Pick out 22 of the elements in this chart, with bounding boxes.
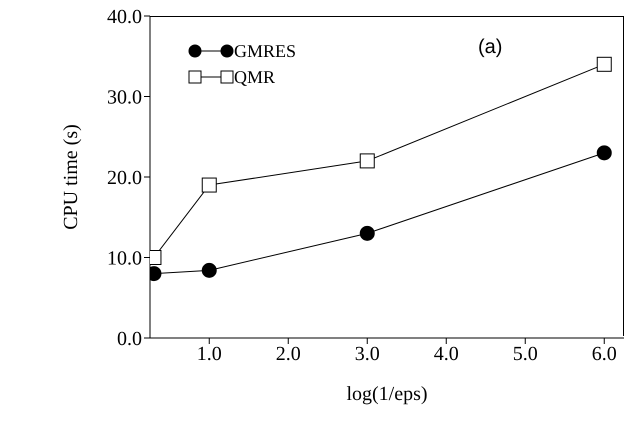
y-tick-label: 0.0 (117, 328, 142, 350)
x-tick-label: 4.0 (434, 343, 459, 366)
y-tick-label: 30.0 (107, 86, 142, 109)
y-tick-label: 40.0 (107, 6, 142, 28)
x-tick-label: 6.0 (592, 343, 617, 366)
legend-label: QMR (234, 66, 276, 88)
legend-label: GMRES (234, 40, 296, 62)
annotation: (a) (478, 36, 502, 59)
x-axis-title: log(1/eps) (346, 383, 428, 405)
point (360, 153, 375, 168)
x-tick-label: 5.0 (512, 343, 538, 366)
point (202, 178, 217, 193)
x-tick-label: 3.0 (354, 343, 380, 366)
point (596, 56, 612, 72)
x-tick-label: 2.0 (276, 343, 301, 366)
y-axis-title: CPU time (s) (60, 124, 82, 230)
x-tick-label: 1.0 (196, 343, 222, 366)
point (596, 145, 612, 160)
y-tick-label: 20.0 (107, 167, 142, 190)
point (202, 262, 217, 278)
y-tick-label: 10.0 (107, 248, 142, 270)
point (360, 226, 375, 241)
